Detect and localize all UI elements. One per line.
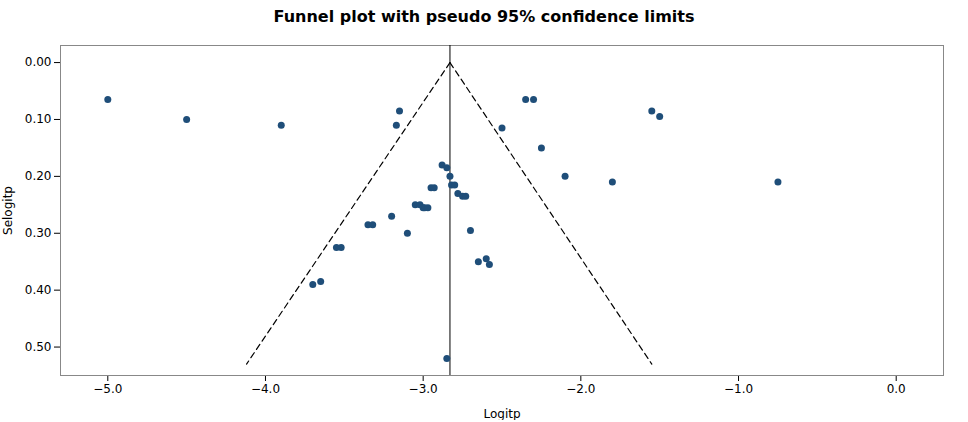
- svg-text:−1.0: −1.0: [724, 382, 753, 396]
- html-text:Funnel plot with pseudo 95% co: Funnel plot with pseudo 95% confidence l…: [273, 7, 695, 26]
- svg-text:0.30: 0.30: [25, 226, 52, 240]
- svg-text:0.10: 0.10: [25, 112, 52, 126]
- svg-text:−2.0: −2.0: [566, 382, 595, 396]
- svg-text:0.20: 0.20: [25, 169, 52, 183]
- svg-text:Logitp: Logitp: [483, 407, 520, 421]
- svg-text:0.40: 0.40: [25, 283, 52, 297]
- svg-text:−3.0: −3.0: [409, 382, 438, 396]
- svg-text:−5.0: −5.0: [93, 382, 122, 396]
- svg-text:Selogitp: Selogitp: [1, 186, 15, 235]
- svg-text:−4.0: −4.0: [251, 382, 280, 396]
- svg-text:0.50: 0.50: [25, 340, 52, 354]
- svg-text:0.00: 0.00: [25, 55, 52, 69]
- svg-text:0.0: 0.0: [887, 382, 906, 396]
